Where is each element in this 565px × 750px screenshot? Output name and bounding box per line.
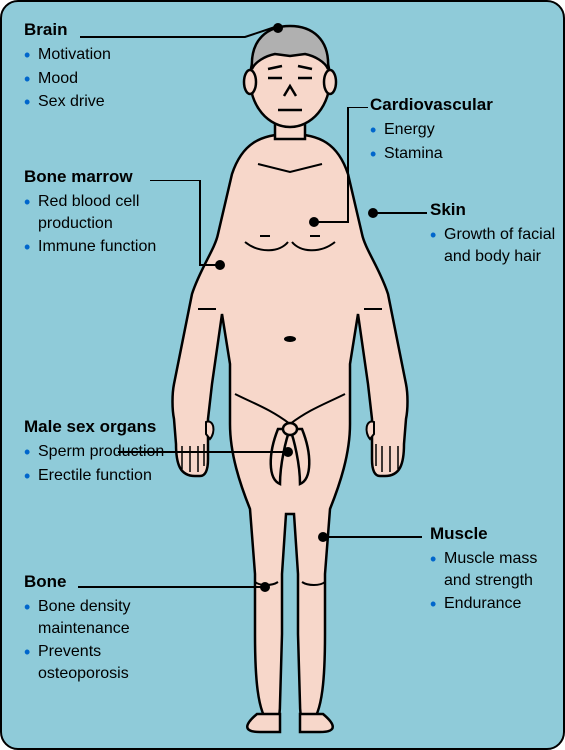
list-item: Erectile function: [24, 465, 174, 487]
list-item: Immune function: [24, 236, 174, 258]
label-muscle-title: Muscle: [430, 524, 560, 544]
list-item: Sex drive: [24, 91, 174, 113]
label-maleorgans-list: Sperm production Erectile function: [24, 441, 174, 486]
label-bone-list: Bone density maintenance Prevents osteop…: [24, 596, 174, 684]
label-bone: Bone Bone density maintenance Prevents o…: [24, 572, 174, 686]
label-maleorgans-title: Male sex organs: [24, 417, 174, 437]
list-item: Growth of facial and body hair: [430, 224, 560, 267]
label-marrow-list: Red blood cell production Immune functio…: [24, 191, 174, 258]
list-item: Energy: [370, 119, 550, 141]
label-skin: Skin Growth of facial and body hair: [430, 200, 560, 269]
list-item: Sperm production: [24, 441, 174, 463]
label-cardio-title: Cardiovascular: [370, 95, 550, 115]
list-item: Muscle mass and strength: [430, 548, 560, 591]
list-item: Mood: [24, 68, 174, 90]
label-cardio: Cardiovascular Energy Stamina: [370, 95, 550, 166]
label-muscle-list: Muscle mass and strength Endurance: [430, 548, 560, 615]
list-item: Prevents osteoporosis: [24, 641, 174, 684]
label-brain-title: Brain: [24, 20, 174, 40]
label-marrow-title: Bone marrow: [24, 167, 174, 187]
label-cardio-list: Energy Stamina: [370, 119, 550, 164]
label-brain-list: Motivation Mood Sex drive: [24, 44, 174, 113]
list-item: Stamina: [370, 143, 550, 165]
list-item: Bone density maintenance: [24, 596, 174, 639]
list-item: Red blood cell production: [24, 191, 174, 234]
label-muscle: Muscle Muscle mass and strength Enduranc…: [430, 524, 560, 617]
label-skin-title: Skin: [430, 200, 560, 220]
label-skin-list: Growth of facial and body hair: [430, 224, 560, 267]
diagram-container: Brain Motivation Mood Sex drive Cardiova…: [0, 0, 565, 750]
label-brain: Brain Motivation Mood Sex drive: [24, 20, 174, 115]
list-item: Motivation: [24, 44, 174, 66]
label-marrow: Bone marrow Red blood cell production Im…: [24, 167, 174, 260]
list-item: Endurance: [430, 593, 560, 615]
label-maleorgans: Male sex organs Sperm production Erectil…: [24, 417, 174, 488]
label-bone-title: Bone: [24, 572, 174, 592]
